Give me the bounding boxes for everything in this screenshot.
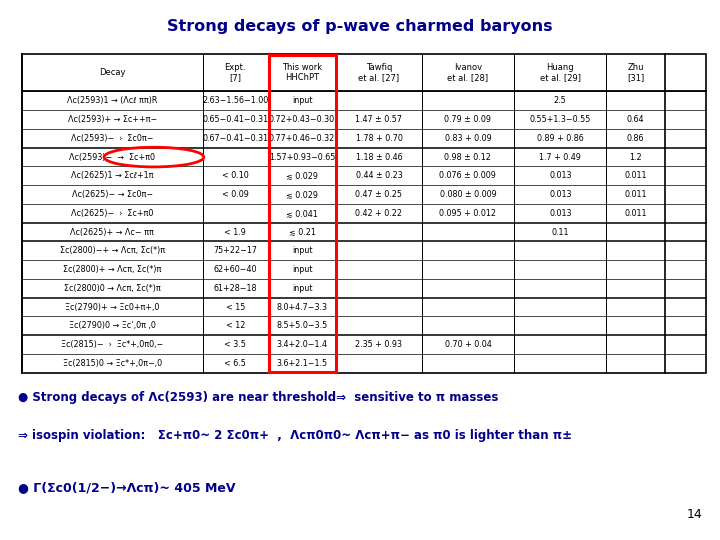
Text: 1.2: 1.2: [629, 153, 642, 161]
Text: 1.57+0.93−0.65: 1.57+0.93−0.65: [269, 153, 336, 161]
Text: 1.47 ± 0.57: 1.47 ± 0.57: [356, 115, 402, 124]
Text: input: input: [292, 284, 312, 293]
Text: input: input: [292, 246, 312, 255]
Text: Σc(2800)+ → Λcπ, Σc(*)π: Σc(2800)+ → Λcπ, Σc(*)π: [63, 265, 161, 274]
Text: Ξc(2815)0 → Ξc*+,0π−,0: Ξc(2815)0 → Ξc*+,0π−,0: [63, 359, 162, 368]
Text: 2.63−1.56−1.00: 2.63−1.56−1.00: [202, 96, 269, 105]
Text: [31]: [31]: [627, 73, 644, 83]
Text: 0.83 + 0.09: 0.83 + 0.09: [444, 134, 491, 143]
Text: < 6.5: < 6.5: [225, 359, 246, 368]
Text: Expt.: Expt.: [225, 63, 246, 72]
Text: Strong decays of p-wave charmed baryons: Strong decays of p-wave charmed baryons: [167, 19, 553, 34]
Text: Decay: Decay: [99, 68, 125, 77]
Text: 1.7 + 0.49: 1.7 + 0.49: [539, 153, 581, 161]
Text: ≲ 0.041: ≲ 0.041: [286, 209, 318, 218]
Text: Λc(2593)+ → Σc++π−: Λc(2593)+ → Σc++π−: [68, 115, 157, 124]
Text: 0.076 ± 0.009: 0.076 ± 0.009: [439, 171, 496, 180]
Text: Λc(2625)− → Σc0π−: Λc(2625)− → Σc0π−: [72, 190, 153, 199]
Text: 75+22−17: 75+22−17: [213, 246, 257, 255]
Text: 61+28−18: 61+28−18: [214, 284, 257, 293]
Text: 0.011: 0.011: [624, 209, 647, 218]
Text: 0.095 + 0.012: 0.095 + 0.012: [439, 209, 496, 218]
Text: Λc(2593)1 → (Λcℓ ππ)R: Λc(2593)1 → (Λcℓ ππ)R: [67, 96, 158, 105]
Text: 0.72+0.43−0.30: 0.72+0.43−0.30: [269, 115, 335, 124]
Text: Ξc(2815)−  ›  Ξc*+,0π0,−: Ξc(2815)− › Ξc*+,0π0,−: [61, 340, 163, 349]
Text: Σc(2800)0 → Λcπ, Σc(*)π: Σc(2800)0 → Λcπ, Σc(*)π: [64, 284, 161, 293]
Text: input: input: [292, 265, 312, 274]
Text: et al. [29]: et al. [29]: [540, 73, 581, 83]
Text: 62+60−40: 62+60−40: [214, 265, 257, 274]
Text: input: input: [292, 96, 312, 105]
Text: Λc(2593)−  ›  Σc0π−: Λc(2593)− › Σc0π−: [71, 134, 153, 143]
Text: 0.77+0.46−0.32: 0.77+0.46−0.32: [269, 134, 336, 143]
Text: < 1.9: < 1.9: [225, 227, 246, 237]
Text: < 0.09: < 0.09: [222, 190, 249, 199]
Text: HHChPT: HHChPT: [285, 73, 319, 83]
Text: 0.080 ± 0.009: 0.080 ± 0.009: [439, 190, 496, 199]
Text: ● Γ(Σc0(1/2−)→Λcπ)~ 405 MeV: ● Γ(Σc0(1/2−)→Λcπ)~ 405 MeV: [18, 481, 235, 494]
Text: 3.4+2.0−1.4: 3.4+2.0−1.4: [276, 340, 328, 349]
Text: [7]: [7]: [230, 73, 241, 83]
Text: 2.5: 2.5: [554, 96, 567, 105]
Text: 0.55+1.3−0.55: 0.55+1.3−0.55: [530, 115, 591, 124]
Text: 0.44 ± 0.23: 0.44 ± 0.23: [356, 171, 402, 180]
Text: 0.70 + 0.04: 0.70 + 0.04: [444, 340, 491, 349]
Text: Zhu: Zhu: [627, 63, 644, 72]
Text: < 12: < 12: [225, 321, 245, 330]
Text: et al. [28]: et al. [28]: [447, 73, 488, 83]
Text: Ivanov: Ivanov: [454, 63, 482, 72]
Text: < 15: < 15: [225, 302, 245, 312]
Text: 0.013: 0.013: [549, 171, 572, 180]
Text: 0.013: 0.013: [549, 209, 572, 218]
Text: ≲ 0.029: ≲ 0.029: [286, 190, 318, 199]
Text: ≲ 0.21: ≲ 0.21: [289, 227, 315, 237]
Text: ≲ 0.029: ≲ 0.029: [286, 171, 318, 180]
Text: et al. [27]: et al. [27]: [359, 73, 400, 83]
Text: ● Strong decays of Λc(2593) are near threshold⇒  sensitive to π masses: ● Strong decays of Λc(2593) are near thr…: [18, 392, 498, 404]
Text: 14: 14: [686, 508, 702, 521]
Text: < 0.10: < 0.10: [222, 171, 248, 180]
Text: Λc(2625)1 → Σcℓ+1π: Λc(2625)1 → Σcℓ+1π: [71, 171, 153, 180]
Text: 0.64: 0.64: [626, 115, 644, 124]
Text: 0.013: 0.013: [549, 190, 572, 199]
Text: 0.011: 0.011: [624, 190, 647, 199]
Text: 0.89 + 0.86: 0.89 + 0.86: [537, 134, 584, 143]
Text: 0.79 ± 0.09: 0.79 ± 0.09: [444, 115, 492, 124]
Text: 0.86: 0.86: [626, 134, 644, 143]
Text: 0.47 ± 0.25: 0.47 ± 0.25: [356, 190, 402, 199]
Text: 8.5+5.0−3.5: 8.5+5.0−3.5: [276, 321, 328, 330]
Text: Λc(2625)+ → Λc− ππ: Λc(2625)+ → Λc− ππ: [71, 227, 154, 237]
Text: 1.78 + 0.70: 1.78 + 0.70: [356, 134, 402, 143]
Text: Σc(2800)−+ → Λcπ, Σc(*)π: Σc(2800)−+ → Λcπ, Σc(*)π: [60, 246, 165, 255]
Text: < 3.5: < 3.5: [225, 340, 246, 349]
Text: This work: This work: [282, 63, 322, 72]
Text: 8.0+4.7−3.3: 8.0+4.7−3.3: [276, 302, 328, 312]
Text: Ξc(2790)0 → Ξc’,0π ,0: Ξc(2790)0 → Ξc’,0π ,0: [69, 321, 156, 330]
Text: Λc(2593)−  →  Σc+π0: Λc(2593)− → Σc+π0: [69, 153, 156, 161]
Text: 0.11: 0.11: [552, 227, 569, 237]
Text: Ξc(2790)+ → Ξc0+π+,0: Ξc(2790)+ → Ξc0+π+,0: [65, 302, 159, 312]
Text: 2.35 + 0.93: 2.35 + 0.93: [356, 340, 402, 349]
Text: 0.011: 0.011: [624, 171, 647, 180]
Text: Λc(2625)−  ›  Σc+π0: Λc(2625)− › Σc+π0: [71, 209, 153, 218]
Text: 0.65−0.41−0.31: 0.65−0.41−0.31: [202, 115, 269, 124]
Bar: [269, 55, 336, 372]
Text: 0.42 + 0.22: 0.42 + 0.22: [356, 209, 402, 218]
Bar: [22, 54, 706, 373]
Text: 0.98 ± 0.12: 0.98 ± 0.12: [444, 153, 491, 161]
Text: Tawfiq: Tawfiq: [366, 63, 392, 72]
Text: ⇒ isospin violation:   Σc+π0~ 2 Σc0π+  ,  Λcπ0π0~ Λcπ+π− as π0 is lighter than π: ⇒ isospin violation: Σc+π0~ 2 Σc0π+ , Λc…: [18, 429, 572, 442]
Text: 3.6+2.1−1.5: 3.6+2.1−1.5: [276, 359, 328, 368]
Text: Huang: Huang: [546, 63, 574, 72]
Text: 0.67−0.41−0.31: 0.67−0.41−0.31: [202, 134, 269, 143]
Text: 1.18 ± 0.46: 1.18 ± 0.46: [356, 153, 402, 161]
